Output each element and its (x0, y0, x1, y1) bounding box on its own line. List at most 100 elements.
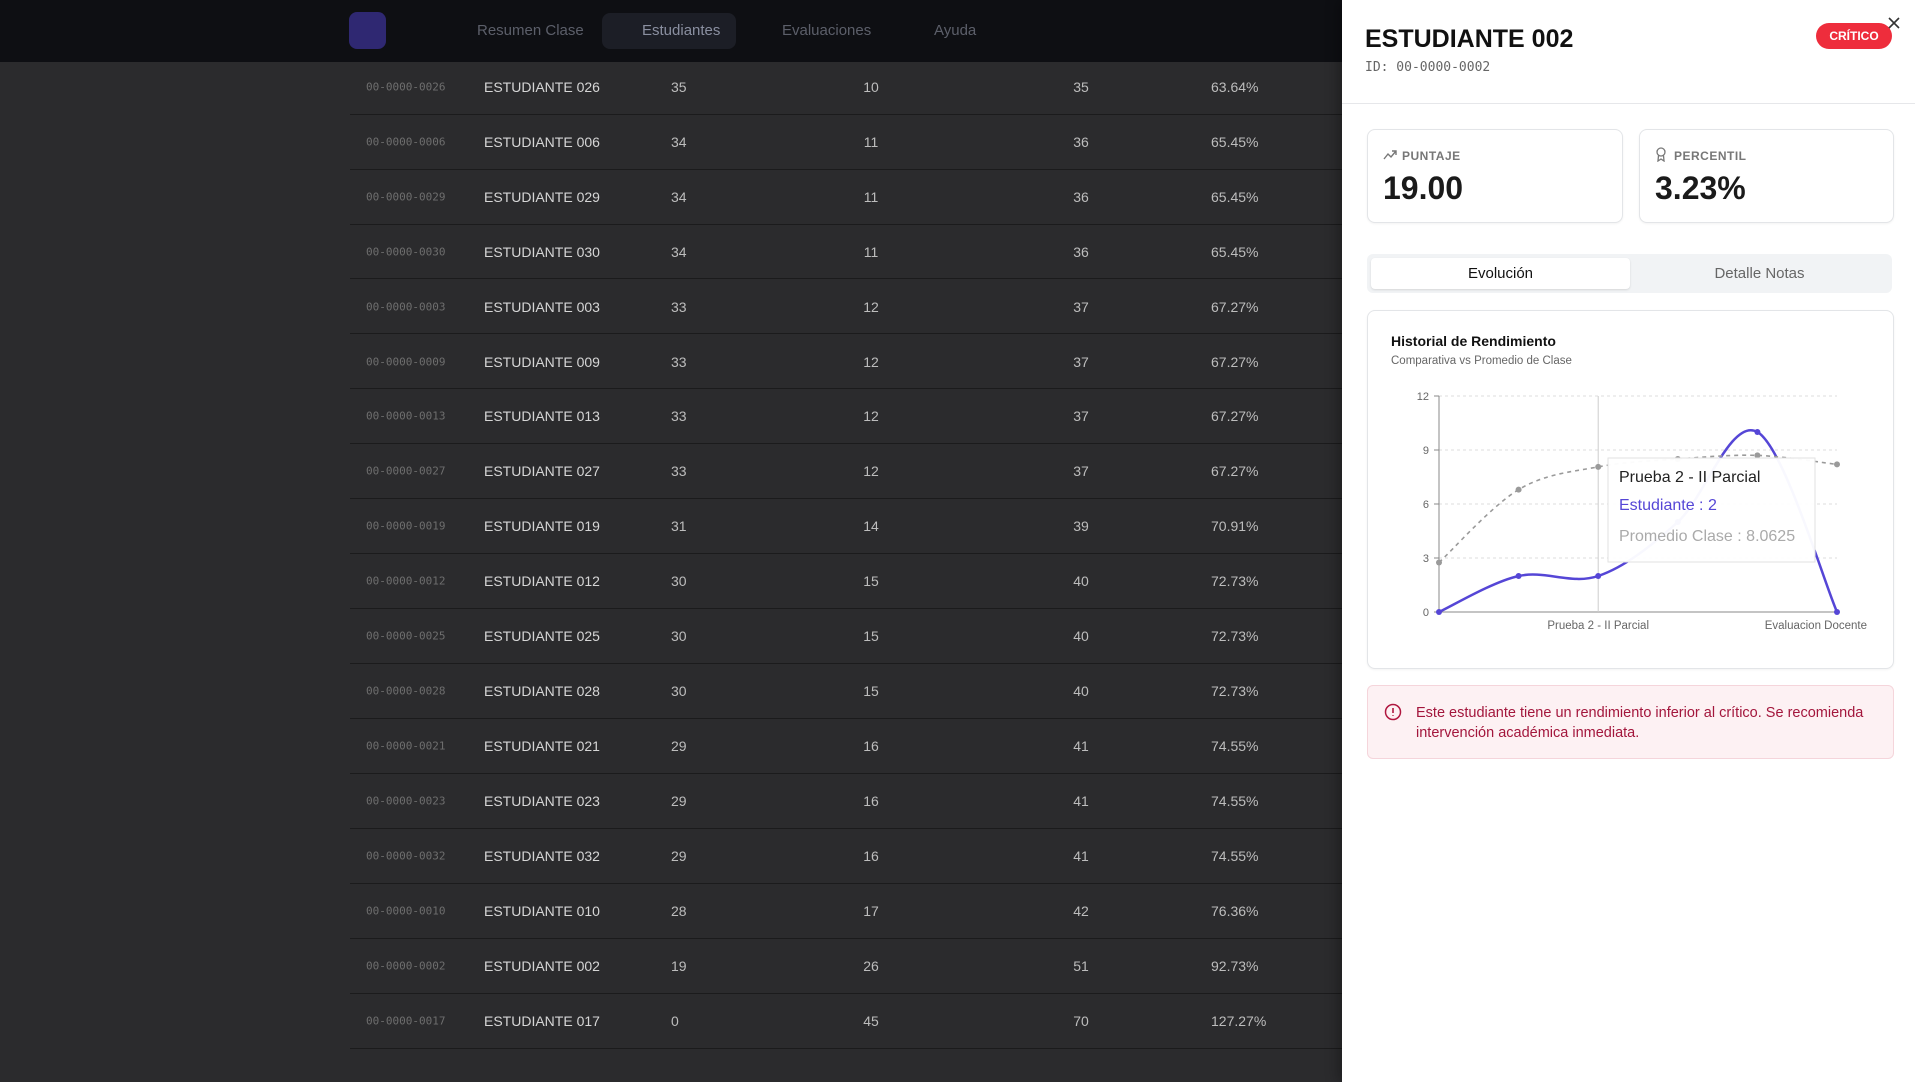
nav-item[interactable]: Resumen Clase (477, 22, 584, 39)
table-cell: 67.27% (1211, 298, 1259, 315)
table-cell: 29 (671, 738, 687, 755)
table-cell: 40 (1073, 628, 1089, 645)
row-separator (350, 718, 1342, 720)
table-cell: 92.73% (1211, 958, 1259, 975)
close-icon[interactable] (1887, 16, 1901, 30)
divider (1342, 103, 1915, 104)
tabs: Evolución Detalle Notas (1367, 254, 1892, 293)
table-cell: 00-0000-0032 (366, 849, 446, 863)
table-cell: 37 (1073, 298, 1089, 315)
table-cell: 15 (863, 628, 879, 645)
tab[interactable]: Detalle Notas (1714, 265, 1805, 282)
table-cell: 51 (1073, 958, 1089, 975)
table-cell: 12 (863, 463, 879, 480)
award-icon (1656, 147, 1666, 162)
card-value: 19.00 (1383, 170, 1464, 206)
table-cell: 17 (863, 903, 879, 920)
row-separator (350, 223, 1342, 225)
row-separator (350, 992, 1342, 994)
table-cell: 33 (671, 353, 687, 370)
nav-item[interactable]: Evaluaciones (782, 22, 872, 39)
table-cell: ESTUDIANTE 003 (484, 298, 600, 315)
table-cell: 00-0000-0017 (366, 1014, 446, 1028)
table-cell: 15 (863, 573, 879, 590)
table-cell: 19 (671, 958, 687, 975)
alert-icon (1384, 703, 1402, 721)
table-cell: 00-0000-0025 (366, 629, 446, 643)
table-cell: 72.73% (1211, 573, 1259, 590)
table-cell: ESTUDIANTE 006 (484, 133, 600, 150)
table-cell: 45 (863, 1013, 879, 1030)
row-separator (350, 608, 1342, 610)
table-cell: ESTUDIANTE 030 (484, 243, 600, 260)
percentile-card: PERCENTIL 3.23% (1639, 129, 1894, 223)
table-cell: 00-0000-0030 (366, 245, 446, 259)
nav-item[interactable]: Estudiantes (642, 22, 721, 39)
table-cell: ESTUDIANTE 029 (484, 188, 600, 205)
logo[interactable] (349, 12, 386, 49)
table-cell: 00-0000-0003 (366, 300, 446, 314)
table-cell: 42 (1073, 903, 1089, 920)
nav-item[interactable]: Ayuda (934, 22, 977, 39)
table-cell: 35 (671, 78, 687, 95)
table-cell: 36 (1073, 243, 1089, 260)
table-cell: 00-0000-0002 (366, 959, 446, 973)
table-cell: ESTUDIANTE 010 (484, 903, 600, 920)
table-cell: 37 (1073, 353, 1089, 370)
table-cell: 29 (671, 793, 687, 810)
row-separator (350, 388, 1342, 390)
row-separator (350, 498, 1342, 500)
table-cell: 11 (863, 133, 879, 150)
table-cell: 74.55% (1211, 738, 1259, 755)
row-separator (350, 663, 1342, 665)
table-cell: 00-0000-0028 (366, 684, 446, 698)
table-cell: 37 (1073, 463, 1089, 480)
table-cell: 16 (863, 793, 879, 810)
table-cell: 67.27% (1211, 353, 1259, 370)
table-cell: 74.55% (1211, 848, 1259, 865)
student-id: ID: 00-0000-0002 (1365, 60, 1491, 75)
row-separator (350, 443, 1342, 445)
table-cell: 37 (1073, 408, 1089, 425)
table-cell: 41 (1073, 738, 1089, 755)
table-cell: 36 (1073, 188, 1089, 205)
score-card: PUNTAJE 19.00 (1367, 129, 1623, 223)
table-cell: 70.91% (1211, 518, 1259, 535)
table-cell: 35 (1073, 78, 1089, 95)
table-cell: 00-0000-0023 (366, 794, 446, 808)
table-cell: 12 (863, 408, 879, 425)
table-cell: 65.45% (1211, 133, 1259, 150)
table-cell: 00-0000-0006 (366, 135, 446, 149)
table-cell: ESTUDIANTE 026 (484, 78, 600, 95)
table-cell: 14 (863, 518, 879, 535)
table-cell: 0 (671, 1013, 679, 1030)
table-cell: 41 (1073, 793, 1089, 810)
card-label: PUNTAJE (1402, 149, 1461, 163)
table-cell: 70 (1073, 1013, 1089, 1030)
status-badge: CRÍTICO (1816, 23, 1892, 49)
tab-active[interactable]: Evolución (1371, 258, 1630, 289)
active-nav-pill (602, 13, 736, 49)
table-cell: ESTUDIANTE 017 (484, 1013, 600, 1030)
table-cell: 74.55% (1211, 793, 1259, 810)
table-cell: 41 (1073, 848, 1089, 865)
table-cell: 72.73% (1211, 683, 1259, 700)
table-cell: ESTUDIANTE 023 (484, 793, 600, 810)
row-separator (350, 333, 1342, 335)
table-cell: 67.27% (1211, 408, 1259, 425)
row-separator (350, 938, 1342, 939)
table-cell: 29 (671, 848, 687, 865)
table-cell: 34 (671, 188, 687, 205)
table-cell: ESTUDIANTE 028 (484, 683, 600, 700)
chart-card (1367, 310, 1894, 669)
table-cell: 12 (863, 298, 879, 315)
table-cell: 15 (863, 683, 879, 700)
side-panel: ESTUDIANTE 002 CRÍTICO ID: 00-0000-0002 … (1342, 0, 1915, 1082)
table-cell: 33 (671, 408, 687, 425)
table-cell: 00-0000-0019 (366, 519, 446, 533)
table-cell: 33 (671, 463, 687, 480)
table-cell: ESTUDIANTE 013 (484, 408, 600, 425)
table-cell: 72.73% (1211, 628, 1259, 645)
row-separator (350, 278, 1342, 280)
